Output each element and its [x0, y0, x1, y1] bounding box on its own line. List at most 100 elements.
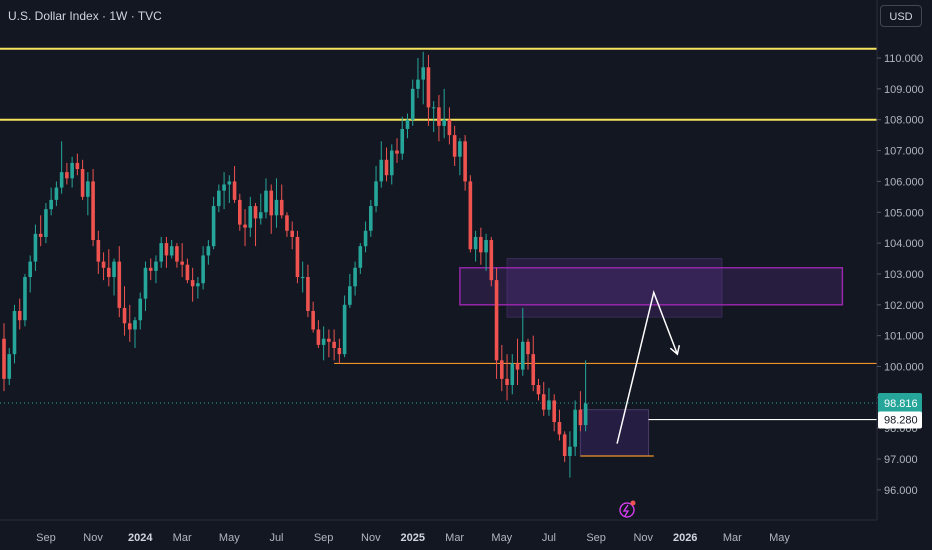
candle-body [300, 277, 305, 279]
candle [232, 165, 237, 203]
candle-body [468, 181, 473, 250]
candle [253, 202, 258, 247]
candle-body [159, 243, 163, 262]
candle-body [154, 261, 158, 271]
candle-body [447, 119, 452, 136]
supply-zone-inner [459, 267, 844, 306]
alert-icon [619, 500, 636, 518]
candle [452, 125, 457, 166]
candle [279, 184, 284, 219]
candle-body [38, 233, 43, 237]
current-price-label: 98.816 [884, 398, 918, 410]
candle-body [253, 206, 258, 219]
candle-body [463, 141, 467, 182]
candle-body [327, 338, 331, 342]
candle [180, 243, 184, 278]
candle-body [217, 190, 221, 207]
candle [91, 169, 95, 247]
candle-body [7, 354, 12, 379]
candle-body [143, 267, 148, 299]
currency-selector[interactable]: USD [880, 5, 922, 27]
candle-body [342, 304, 347, 355]
candle-body [547, 400, 551, 410]
candle [463, 135, 467, 191]
candle [316, 320, 321, 348]
candle [437, 95, 441, 142]
candle-body [279, 199, 284, 216]
candle [578, 391, 583, 432]
candle-body [583, 403, 588, 426]
candle [285, 212, 289, 237]
candle [86, 172, 90, 216]
y-tick-label: 102.000 [884, 300, 924, 312]
candle-body [28, 261, 32, 278]
y-tick-label: 101.000 [884, 331, 924, 343]
candle [23, 273, 27, 327]
candle [526, 338, 530, 370]
candle [348, 273, 352, 308]
candle [431, 101, 436, 133]
candle-body [133, 320, 137, 330]
y-tick-label: 96.000 [884, 485, 918, 497]
candle [154, 255, 158, 284]
candle-body [332, 341, 336, 348]
candle-body [211, 206, 216, 247]
candle-body [17, 310, 22, 321]
candle [117, 246, 122, 318]
candle-body [258, 212, 263, 219]
candle-body [410, 88, 415, 120]
candle-body [568, 446, 572, 456]
candle-body [232, 181, 237, 200]
candle [243, 209, 247, 247]
candle-body [337, 347, 342, 355]
candle-body [206, 246, 211, 256]
candle [133, 317, 137, 348]
candle-body [452, 135, 457, 157]
x-tick-label: 2025 [400, 532, 424, 544]
candle [185, 258, 190, 284]
x-tick-label: Sep [586, 532, 606, 544]
y-tick-label: 103.000 [884, 269, 924, 281]
candle-body [196, 283, 200, 287]
candle [274, 178, 279, 228]
candle-body [80, 169, 85, 197]
candle [169, 240, 174, 259]
marker-price-label: 98.280 [884, 415, 918, 427]
candle-body [33, 233, 38, 262]
candle [127, 304, 132, 342]
alert-icon-bolt [622, 504, 630, 517]
candle-body [389, 150, 394, 176]
projection-arrow [616, 289, 679, 444]
candle-body [117, 261, 122, 308]
x-tick-label: Nov [83, 532, 103, 544]
candle-body [65, 172, 69, 179]
candle [552, 394, 556, 432]
candle [395, 138, 399, 163]
candle [143, 261, 148, 311]
candle [65, 162, 69, 185]
candle [112, 258, 116, 296]
x-tick-label: Jul [542, 532, 556, 544]
candle [206, 240, 211, 265]
candle [321, 326, 326, 361]
candle [190, 267, 195, 302]
candle-body [12, 310, 17, 355]
candle-body [484, 240, 488, 253]
candle [164, 236, 169, 268]
candle-body [426, 67, 431, 108]
candle [541, 381, 546, 416]
candle-body [75, 162, 80, 170]
candle-body [379, 159, 384, 182]
candle-body [489, 240, 494, 281]
y-tick-label: 100.000 [884, 362, 924, 374]
candle [201, 246, 205, 290]
candle [374, 165, 378, 213]
candle [33, 224, 38, 271]
candle-body [363, 230, 368, 247]
candle [468, 175, 473, 253]
candle-body [148, 267, 153, 271]
x-tick-label: May [219, 532, 240, 544]
candle [159, 236, 163, 268]
chart-title: U.S. Dollar Index · 1W · TVC [8, 9, 162, 23]
